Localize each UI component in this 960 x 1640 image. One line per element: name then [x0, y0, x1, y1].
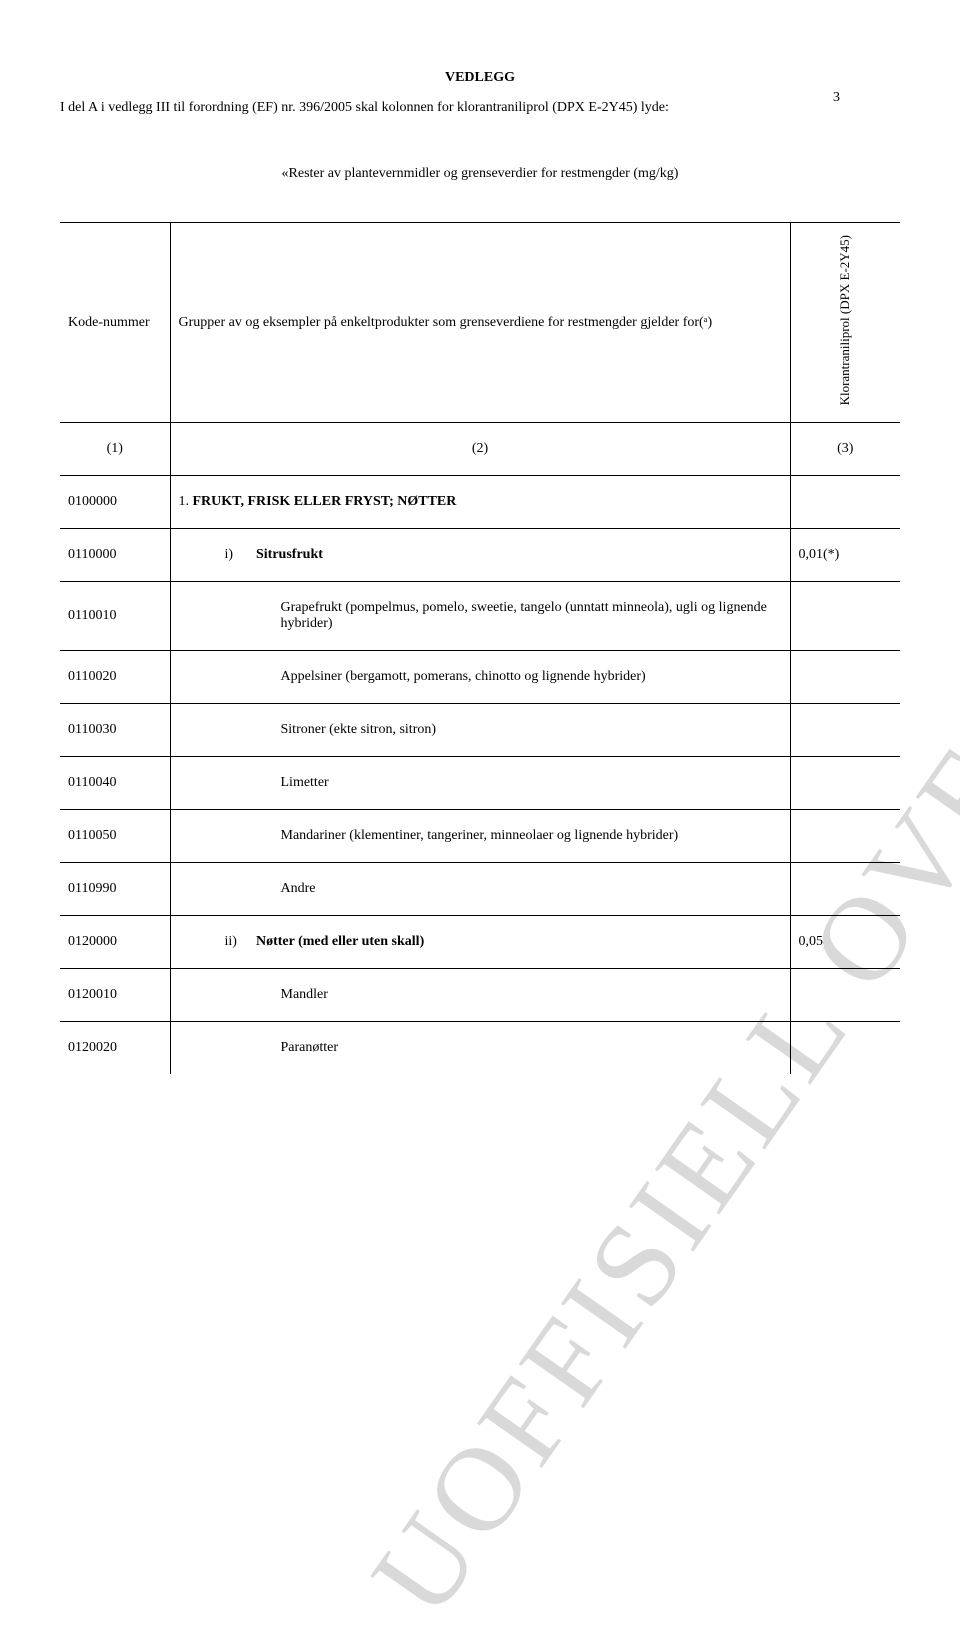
row-desc: Mandler: [170, 969, 790, 1022]
colnum-3: (3): [790, 423, 900, 476]
row-val: [790, 651, 900, 704]
row-code: 0110000: [60, 529, 170, 582]
intro-text: I del A i vedlegg III til forordning (EF…: [60, 100, 900, 116]
row-val: [790, 1022, 900, 1075]
row-code: 0120010: [60, 969, 170, 1022]
row-text: Appelsiner (bergamott, pomerans, chinott…: [281, 669, 646, 684]
row-desc: Limetter: [170, 757, 790, 810]
row-text: Limetter: [281, 775, 329, 790]
table-row: 0110050 Mandariner (klementiner, tangeri…: [60, 810, 900, 863]
row-code: 0120000: [60, 916, 170, 969]
table-row: 0110030 Sitroner (ekte sitron, sitron): [60, 704, 900, 757]
row-text: Sitrusfrukt: [256, 547, 323, 562]
header-substance: Klorantraniliprol (DPX E-2Y45): [837, 233, 854, 407]
row-text: Nøtter (med eller uten skall): [256, 934, 424, 949]
row-desc: i) Sitrusfrukt: [170, 529, 790, 582]
row-code: 0110050: [60, 810, 170, 863]
table-row: 0120010 Mandler: [60, 969, 900, 1022]
table-colnum-row: (1) (2) (3): [60, 423, 900, 476]
header-code: Kode-nummer: [60, 223, 170, 423]
row-code: 0110010: [60, 582, 170, 651]
colnum-1: (1): [60, 423, 170, 476]
row-val: [790, 704, 900, 757]
row-val: [790, 476, 900, 529]
table-header-row: Kode-nummer Grupper av og eksempler på e…: [60, 223, 900, 423]
row-desc: Grapefrukt (pompelmus, pomelo, sweetie, …: [170, 582, 790, 651]
row-text: Sitroner (ekte sitron, sitron): [281, 722, 437, 737]
row-text: Mandler: [281, 987, 328, 1002]
row-text: FRUKT, FRISK ELLER FRYST; NØTTER: [193, 494, 457, 509]
table-row: 0110020 Appelsiner (bergamott, pomerans,…: [60, 651, 900, 704]
row-val: [790, 863, 900, 916]
row-desc: 1. FRUKT, FRISK ELLER FRYST; NØTTER: [170, 476, 790, 529]
row-val: 0,01(*): [790, 529, 900, 582]
row-val: [790, 969, 900, 1022]
row-desc: Appelsiner (bergamott, pomerans, chinott…: [170, 651, 790, 704]
row-text: Paranøtter: [281, 1040, 339, 1055]
row-text: Mandariner (klementiner, tangeriner, min…: [281, 828, 679, 843]
table-row: 0110000 i) Sitrusfrukt 0,01(*): [60, 529, 900, 582]
row-code: 0100000: [60, 476, 170, 529]
row-text: Grapefrukt (pompelmus, pomelo, sweetie, …: [281, 600, 767, 631]
page-number: 3: [833, 90, 840, 106]
row-desc: ii) Nøtter (med eller uten skall): [170, 916, 790, 969]
table-row: 0110990 Andre: [60, 863, 900, 916]
row-desc: Paranøtter: [170, 1022, 790, 1075]
row-val: 0,05: [790, 916, 900, 969]
quote-text: «Rester av plantevernmidler og grensever…: [60, 166, 900, 182]
row-code: 0110040: [60, 757, 170, 810]
row-val: [790, 810, 900, 863]
row-num: 1.: [179, 494, 190, 509]
table-row: 0120000 ii) Nøtter (med eller uten skall…: [60, 916, 900, 969]
row-code: 0120020: [60, 1022, 170, 1075]
colnum-2: (2): [170, 423, 790, 476]
header-substance-cell: Klorantraniliprol (DPX E-2Y45): [790, 223, 900, 423]
row-code: 0110030: [60, 704, 170, 757]
row-code: 0110990: [60, 863, 170, 916]
row-val: [790, 582, 900, 651]
row-code: 0110020: [60, 651, 170, 704]
header-group: Grupper av og eksempler på enkeltprodukt…: [170, 223, 790, 423]
row-desc: Mandariner (klementiner, tangeriner, min…: [170, 810, 790, 863]
residue-table: Kode-nummer Grupper av og eksempler på e…: [60, 222, 900, 1074]
table-row: 0110040 Limetter: [60, 757, 900, 810]
table-row: 0120020 Paranøtter: [60, 1022, 900, 1075]
row-desc: Andre: [170, 863, 790, 916]
appendix-heading: VEDLEGG: [60, 70, 900, 86]
table-row: 0100000 1. FRUKT, FRISK ELLER FRYST; NØT…: [60, 476, 900, 529]
table-row: 0110010 Grapefrukt (pompelmus, pomelo, s…: [60, 582, 900, 651]
row-roman: ii): [225, 934, 253, 950]
row-val: [790, 757, 900, 810]
row-roman: i): [225, 547, 253, 563]
row-text: Andre: [281, 881, 316, 896]
row-desc: Sitroner (ekte sitron, sitron): [170, 704, 790, 757]
